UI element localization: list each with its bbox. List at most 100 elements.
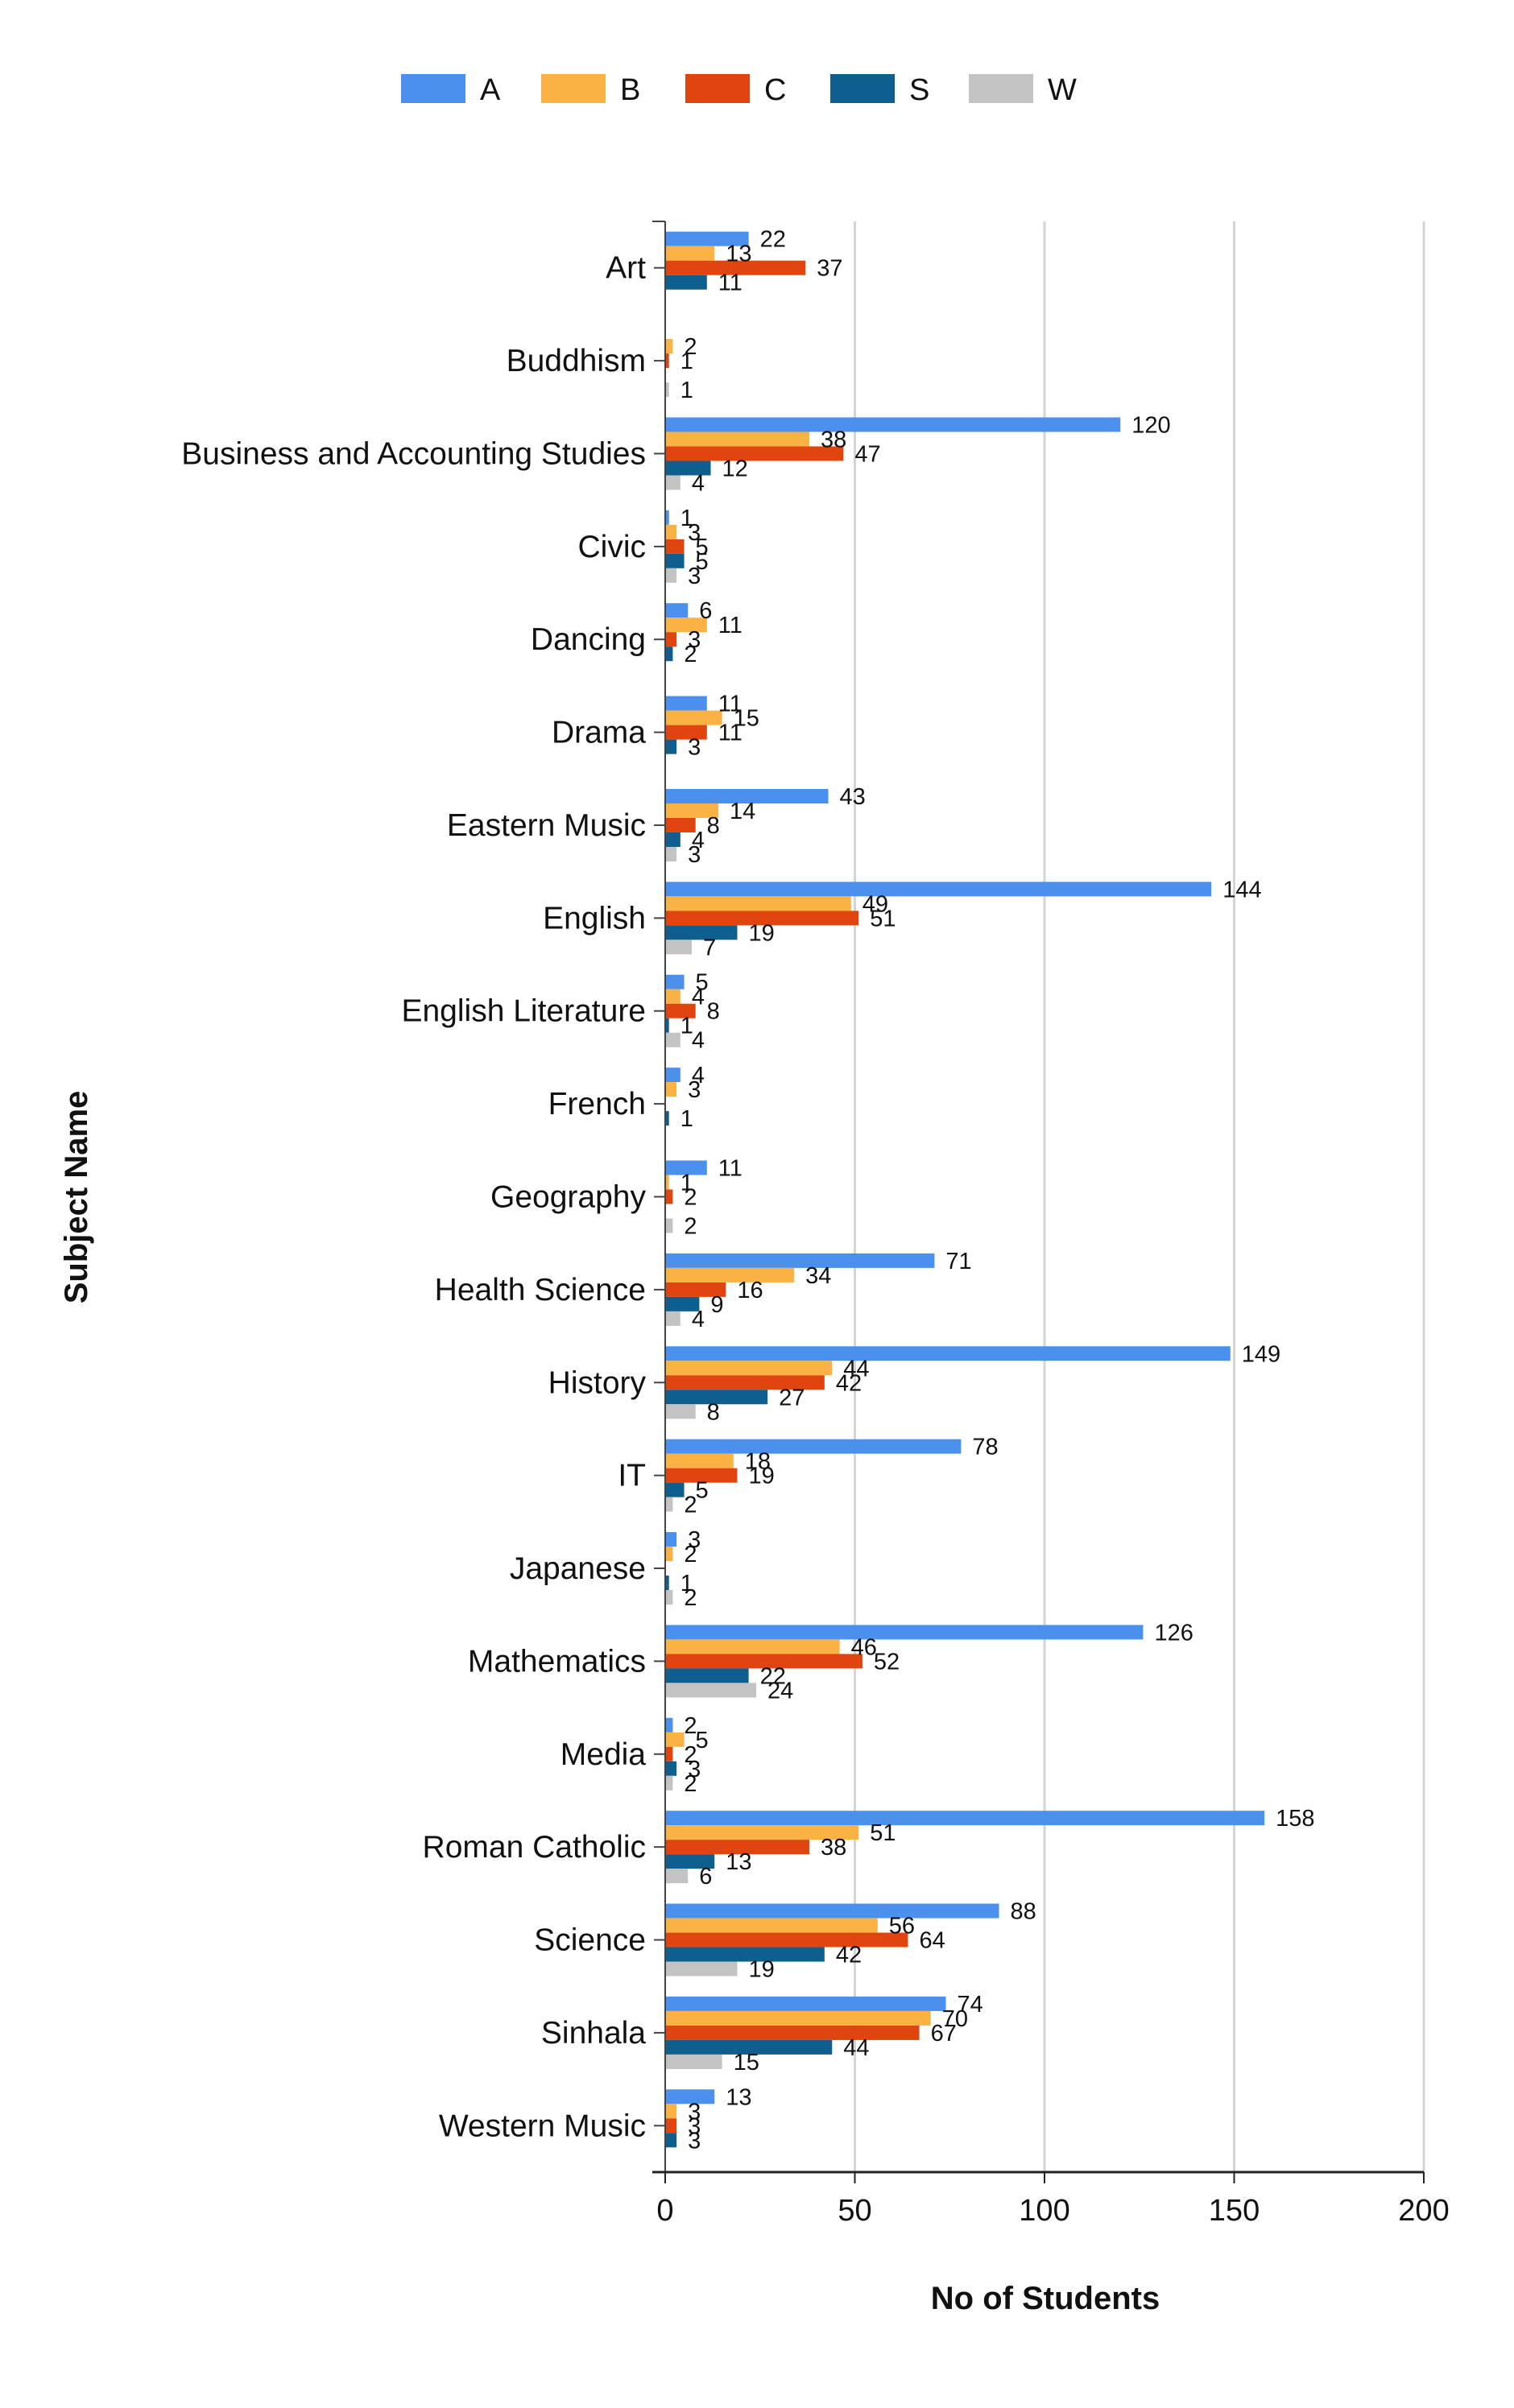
bar-c bbox=[665, 1189, 673, 1204]
bar-c bbox=[665, 1375, 825, 1390]
data-label: 8 bbox=[707, 813, 720, 839]
x-tick-label: 100 bbox=[1019, 2194, 1069, 2228]
data-label: 67 bbox=[931, 2021, 957, 2047]
data-label: 47 bbox=[854, 441, 880, 467]
data-label: 13 bbox=[726, 242, 751, 267]
data-label: 1 bbox=[680, 506, 693, 531]
data-label: 46 bbox=[851, 1634, 877, 1660]
bar-b bbox=[665, 432, 809, 447]
data-label: 14 bbox=[730, 799, 755, 824]
value-labels: 2213371121112038471241355361132111511343… bbox=[680, 227, 1315, 2154]
data-label: 74 bbox=[958, 1992, 983, 2018]
data-label: 70 bbox=[942, 2006, 968, 2032]
x-tick-label: 0 bbox=[656, 2194, 673, 2228]
bar-s bbox=[665, 461, 711, 476]
legend-label: B bbox=[620, 73, 640, 107]
data-label: 3 bbox=[688, 627, 701, 653]
data-label: 49 bbox=[862, 891, 888, 917]
bar-c bbox=[665, 817, 696, 832]
bar-b bbox=[665, 1918, 878, 1933]
data-label: 5 bbox=[696, 1478, 709, 1504]
data-label: 3 bbox=[688, 564, 701, 589]
data-label: 1 bbox=[680, 1106, 693, 1132]
category-label: Sinhala bbox=[541, 2016, 646, 2051]
data-label: 5 bbox=[696, 535, 709, 560]
data-label: 2 bbox=[684, 1713, 697, 1739]
bar-a bbox=[665, 2089, 715, 2104]
bar-w bbox=[665, 568, 677, 583]
legend-swatch-w bbox=[969, 74, 1033, 103]
data-label: 2 bbox=[684, 1542, 697, 1567]
data-label: 158 bbox=[1276, 1806, 1314, 1832]
bar-a bbox=[665, 1625, 1144, 1640]
data-label: 3 bbox=[688, 2099, 701, 2125]
bar-b bbox=[665, 989, 680, 1004]
category-label: Eastern Music bbox=[447, 808, 646, 843]
data-label: 3 bbox=[688, 842, 701, 868]
x-tick-label: 50 bbox=[838, 2194, 871, 2228]
category-label: Dancing bbox=[531, 622, 646, 657]
bar-a bbox=[665, 974, 685, 989]
bar-b bbox=[665, 1547, 673, 1562]
bar-c bbox=[665, 1840, 809, 1855]
data-label: 37 bbox=[817, 256, 842, 282]
bar-s bbox=[665, 1296, 700, 1311]
data-label: 11 bbox=[718, 721, 743, 746]
axes bbox=[652, 221, 1425, 2183]
bar-w bbox=[665, 846, 677, 861]
data-label: 3 bbox=[688, 735, 701, 761]
data-label: 9 bbox=[710, 1292, 723, 1318]
bar-c bbox=[665, 1003, 696, 1018]
category-label: Western Music bbox=[439, 2109, 646, 2143]
data-label: 15 bbox=[734, 2050, 759, 2076]
data-label: 149 bbox=[1242, 1341, 1280, 1367]
bar-w bbox=[665, 940, 692, 955]
bar-w bbox=[665, 1590, 673, 1605]
data-label: 5 bbox=[696, 970, 709, 996]
category-label: Roman Catholic bbox=[423, 1830, 646, 1865]
bar-b bbox=[665, 1825, 859, 1840]
legend-swatch-b bbox=[541, 74, 606, 103]
data-label: 4 bbox=[692, 1028, 705, 1054]
bar-s bbox=[665, 1111, 669, 1126]
data-label: 8 bbox=[707, 1399, 720, 1425]
bar-s bbox=[665, 1390, 768, 1405]
category-label: Japanese bbox=[510, 1551, 646, 1586]
bar-c bbox=[665, 2025, 920, 2040]
bar-s bbox=[665, 1947, 825, 1962]
data-label: 52 bbox=[874, 1649, 900, 1675]
bar-b bbox=[665, 803, 718, 818]
bar-c bbox=[665, 539, 685, 554]
data-label: 12 bbox=[722, 456, 748, 481]
legend-label: A bbox=[480, 73, 501, 107]
bar-b bbox=[665, 1361, 833, 1376]
bar-a bbox=[665, 1996, 946, 2011]
bar-s bbox=[665, 1576, 669, 1591]
data-label: 120 bbox=[1131, 412, 1170, 438]
legend-swatch-s bbox=[830, 74, 895, 103]
bar-a bbox=[665, 1811, 1265, 1826]
bar-c bbox=[665, 1932, 908, 1947]
data-label: 2 bbox=[684, 642, 697, 667]
bar-b bbox=[665, 1732, 685, 1747]
data-label: 11 bbox=[718, 692, 743, 717]
data-label: 1 bbox=[680, 378, 693, 403]
data-label: 13 bbox=[726, 1849, 751, 1875]
bar-c bbox=[665, 632, 677, 647]
bar-a bbox=[665, 510, 669, 525]
data-label: 44 bbox=[843, 2035, 869, 2061]
data-label: 22 bbox=[760, 227, 786, 253]
category-label: French bbox=[548, 1087, 646, 1121]
data-label: 4 bbox=[692, 470, 705, 496]
bar-w bbox=[665, 1961, 738, 1976]
legend-label: W bbox=[1048, 73, 1077, 107]
legend-swatch-a bbox=[401, 74, 465, 103]
bar-w bbox=[665, 382, 669, 398]
bar-b bbox=[665, 246, 715, 261]
legend-label: C bbox=[764, 73, 786, 107]
bar-s bbox=[665, 2039, 833, 2055]
bar-a bbox=[665, 696, 707, 711]
data-label: 11 bbox=[718, 1156, 743, 1182]
data-label: 2 bbox=[684, 1185, 697, 1211]
